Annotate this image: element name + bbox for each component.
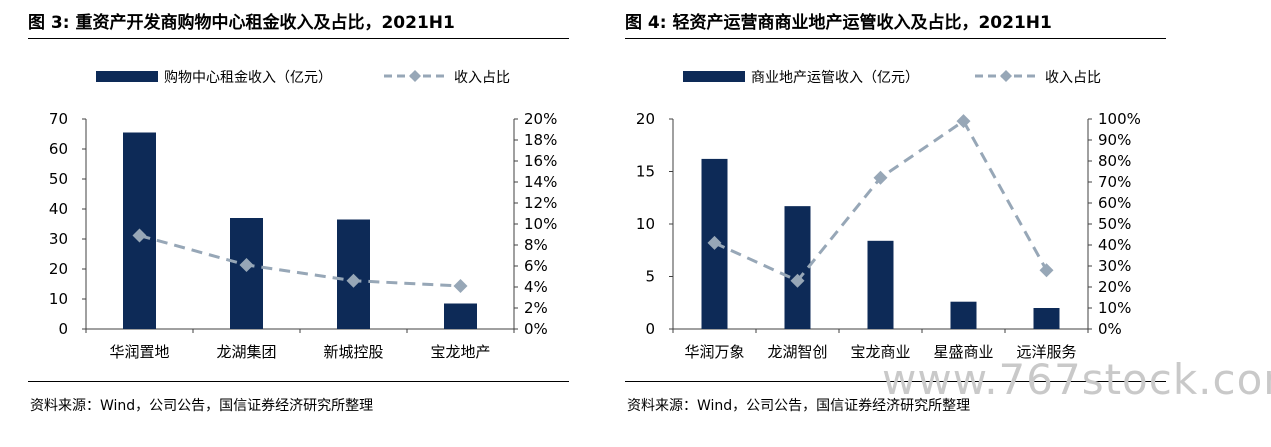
- legend-line-label: 收入占比: [1045, 70, 1101, 86]
- right-tick-label: 0%: [524, 320, 548, 338]
- category-label: 星盛商业: [933, 343, 993, 361]
- right-tick-label: 70%: [1098, 173, 1131, 191]
- rental-income-chart: 购物中心租金收入（亿元） 收入占比 0 10 20 30 40 50 60 70 0% 2% 4% 6% 8…: [49, 70, 557, 361]
- legend-bar-swatch: [96, 71, 158, 82]
- category-label: 华润置地: [109, 343, 169, 361]
- right-tick-label: 16%: [524, 152, 557, 170]
- right-tick-label: 6%: [524, 257, 548, 275]
- left-tick-label: 50: [49, 170, 68, 188]
- share-point: [1039, 263, 1054, 278]
- right-tick-label: 10%: [1098, 299, 1131, 317]
- source-note: 资料来源：Wind，公司公告，国信证券经济研究所整理: [627, 398, 971, 414]
- bar: [230, 218, 263, 329]
- right-tick-label: 90%: [1098, 131, 1131, 149]
- right-tick-label: 30%: [1098, 257, 1131, 275]
- legend-line-marker: [1000, 70, 1012, 82]
- share-point: [956, 114, 971, 129]
- right-tick-label: 60%: [1098, 194, 1131, 212]
- legend-bar-swatch: [683, 71, 745, 82]
- figure-title: 图 4: 轻资产运营商商业地产运管收入及占比，2021H1: [625, 13, 1052, 33]
- right-tick-label: 10%: [524, 215, 557, 233]
- right-tick-label: 12%: [524, 194, 557, 212]
- operating-income-chart: 商业地产运管收入（亿元） 收入占比 0 5 10 15 20 0% 10% 20% 30% 40% 50…: [636, 70, 1141, 361]
- right-tick-label: 4%: [524, 278, 548, 296]
- source-divider: [625, 381, 1166, 382]
- share-point: [239, 257, 254, 272]
- right-tick-label: 18%: [524, 131, 557, 149]
- left-tick-label: 60: [49, 140, 68, 158]
- title-divider: [625, 38, 1166, 39]
- left-tick-label: 15: [636, 163, 655, 181]
- right-tick-label: 0%: [1098, 320, 1122, 338]
- legend-bar-label: 购物中心租金收入（亿元）: [164, 70, 332, 86]
- right-tick-label: 2%: [524, 299, 548, 317]
- bar: [867, 240, 894, 329]
- category-label: 华润万象: [684, 343, 744, 361]
- left-tick-label: 0: [645, 320, 655, 338]
- share-point: [790, 273, 805, 288]
- right-tick-label: 14%: [524, 173, 557, 191]
- bar: [784, 206, 811, 329]
- left-tick-label: 70: [49, 110, 68, 128]
- category-label: 远洋服务: [1016, 343, 1076, 361]
- bar: [444, 303, 477, 329]
- right-tick-label: 100%: [1098, 110, 1141, 128]
- left-tick-label: 0: [58, 320, 68, 338]
- site-watermark: www.767stock.com: [882, 355, 1271, 404]
- bar: [950, 301, 977, 329]
- category-label: 宝龙地产: [430, 343, 490, 361]
- title-divider: [28, 38, 569, 39]
- left-tick-label: 10: [49, 290, 68, 308]
- left-tick-label: 10: [636, 215, 655, 233]
- figure-3-panel: 图 3: 重资产开发商购物中心租金收入及占比，2021H1 购物中心租金收入（亿…: [8, 0, 588, 447]
- share-point: [346, 273, 361, 288]
- legend-bar-label: 商业地产运管收入（亿元）: [751, 70, 919, 86]
- right-tick-label: 20%: [524, 110, 557, 128]
- source-note: 资料来源：Wind，公司公告，国信证券经济研究所整理: [30, 398, 374, 414]
- share-point: [453, 278, 468, 293]
- legend-line-label: 收入占比: [454, 70, 510, 86]
- share-point: [873, 170, 888, 185]
- figure-4-panel: 图 4: 轻资产运营商商业地产运管收入及占比，2021H1 商业地产运管收入（亿…: [605, 0, 1185, 447]
- bar: [1033, 308, 1060, 329]
- right-tick-label: 50%: [1098, 215, 1131, 233]
- right-tick-label: 80%: [1098, 152, 1131, 170]
- figure-title: 图 3: 重资产开发商购物中心租金收入及占比，2021H1: [28, 13, 455, 33]
- left-tick-label: 5: [645, 268, 655, 286]
- share-point: [132, 228, 147, 243]
- right-tick-label: 20%: [1098, 278, 1131, 296]
- category-label: 新城控股: [323, 343, 383, 361]
- category-label: 宝龙商业: [850, 343, 910, 361]
- left-tick-label: 20: [49, 260, 68, 278]
- share-line: [139, 234, 461, 288]
- legend-line-marker: [409, 70, 421, 82]
- category-label: 龙湖智创: [767, 343, 827, 361]
- source-divider: [28, 381, 569, 382]
- category-label: 龙湖集团: [216, 343, 276, 361]
- right-tick-label: 8%: [524, 236, 548, 254]
- right-tick-label: 40%: [1098, 236, 1131, 254]
- left-tick-label: 30: [49, 230, 68, 248]
- left-tick-label: 40: [49, 200, 68, 218]
- share-point: [707, 235, 722, 250]
- left-tick-label: 20: [636, 110, 655, 128]
